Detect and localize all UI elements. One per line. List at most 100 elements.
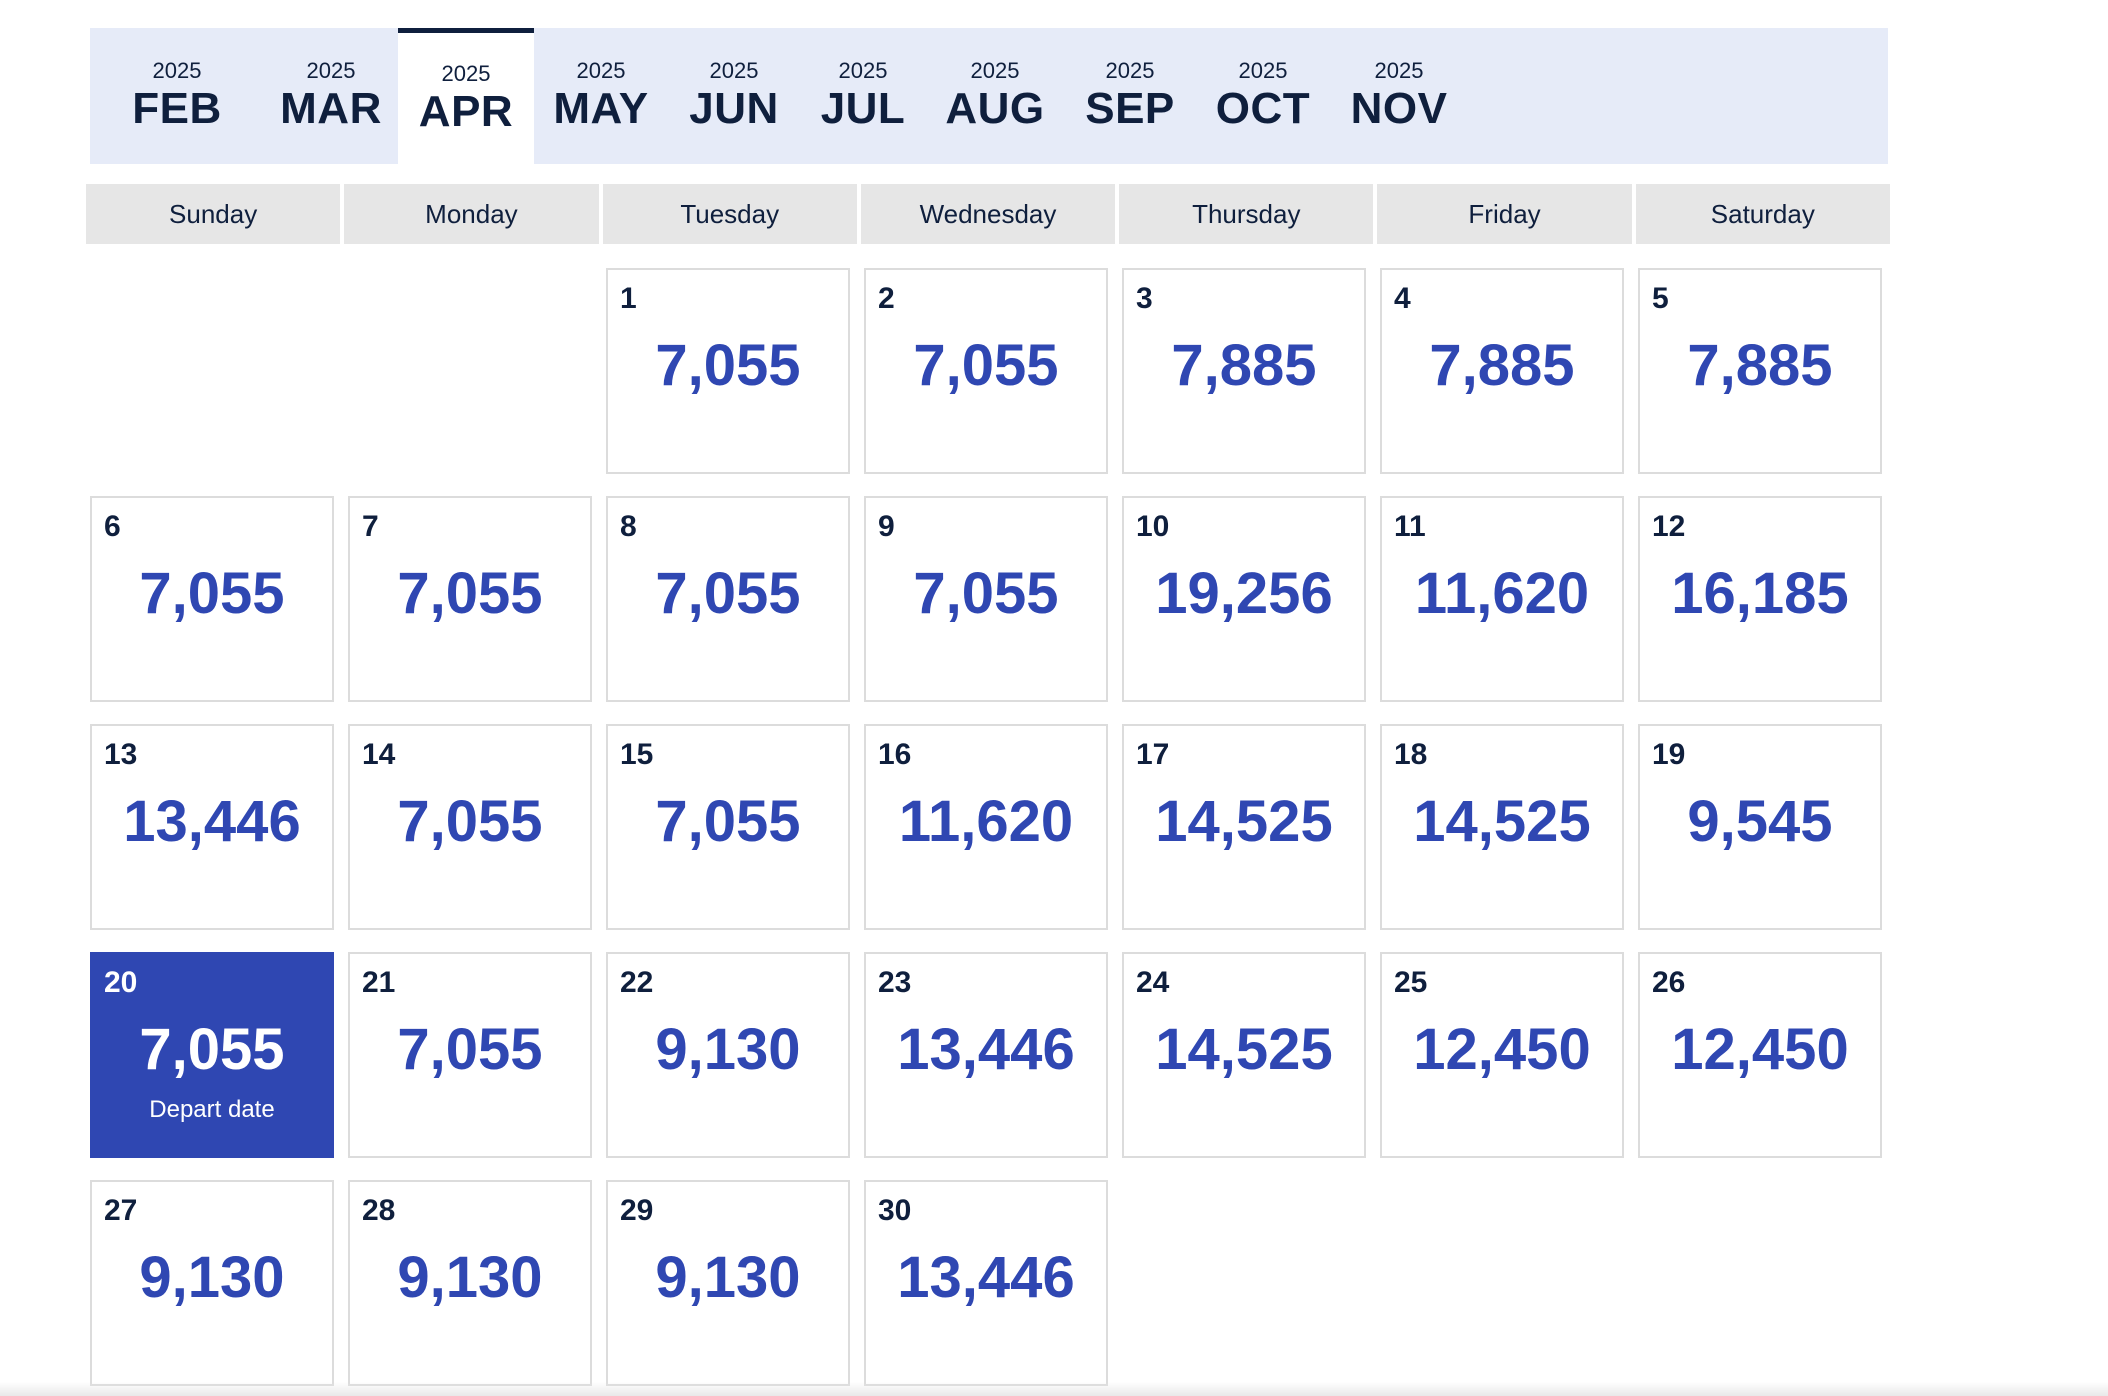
day-price: 7,055 bbox=[397, 1017, 543, 1082]
day-price: 14,525 bbox=[1155, 789, 1333, 854]
day-price: 7,885 bbox=[1429, 333, 1575, 398]
day-cell[interactable]: 18 14,525 bbox=[1380, 724, 1624, 930]
day-cell[interactable]: 12 16,185 bbox=[1638, 496, 1882, 702]
day-cell[interactable]: 27 9,130 bbox=[90, 1180, 334, 1386]
day-price: 7,055 bbox=[139, 1017, 285, 1082]
day-cell[interactable]: 3 7,885 bbox=[1122, 268, 1366, 474]
month-year: 2025 bbox=[1238, 58, 1288, 83]
day-price: 7,055 bbox=[913, 561, 1059, 626]
day-cell[interactable]: 7 7,055 bbox=[348, 496, 592, 702]
month-year: 2025 bbox=[306, 58, 356, 83]
bottom-scroll-shadow bbox=[0, 1382, 2108, 1396]
day-price: 11,620 bbox=[898, 789, 1074, 854]
tab-nov[interactable]: 2025 NOV bbox=[1330, 28, 1468, 164]
month-name: MAY bbox=[553, 84, 649, 133]
tab-jul[interactable]: 2025 JUL bbox=[800, 28, 926, 164]
day-price: 14,525 bbox=[1155, 1017, 1333, 1082]
weekday-thursday: Thursday bbox=[1119, 184, 1374, 244]
day-number: 11 bbox=[1394, 510, 1426, 543]
day-price: 7,055 bbox=[397, 789, 543, 854]
depart-date-label: Depart date bbox=[149, 1096, 275, 1123]
day-number: 9 bbox=[878, 510, 895, 543]
tab-feb[interactable]: 2025 FEB bbox=[90, 28, 264, 164]
day-cell[interactable]: 28 9,130 bbox=[348, 1180, 592, 1386]
day-number: 28 bbox=[362, 1194, 396, 1227]
month-name: JUL bbox=[820, 84, 906, 133]
day-price: 13,446 bbox=[123, 789, 301, 854]
weekday-header: Sunday Monday Tuesday Wednesday Thursday Frid… bbox=[86, 184, 1890, 244]
day-cell[interactable]: 17 14,525 bbox=[1122, 724, 1366, 930]
day-price: 19,256 bbox=[1155, 561, 1333, 626]
day-number: 7 bbox=[362, 510, 379, 543]
empty-day-cell bbox=[348, 268, 592, 474]
month-name: MAR bbox=[280, 84, 382, 133]
weekday-saturday: Saturday bbox=[1635, 184, 1890, 244]
weekday-tuesday: Tuesday bbox=[602, 184, 857, 244]
day-number: 3 bbox=[1136, 282, 1153, 315]
day-cell[interactable]: 29 9,130 bbox=[606, 1180, 850, 1386]
month-name: NOV bbox=[1350, 84, 1448, 133]
month-tabs: 2025 FEB 2025 MAR 2025 APR 2025 MAY 2025 JUN 2025 J… bbox=[90, 28, 1888, 164]
day-cell[interactable]: 16 11,620 bbox=[864, 724, 1108, 930]
day-number: 1 bbox=[620, 282, 637, 315]
day-number: 25 bbox=[1394, 966, 1428, 999]
day-cell[interactable]: 23 13,446 bbox=[864, 952, 1108, 1158]
day-number: 6 bbox=[104, 510, 121, 543]
day-cell[interactable]: 25 12,450 bbox=[1380, 952, 1624, 1158]
weekday-friday: Friday bbox=[1377, 184, 1632, 244]
day-number: 26 bbox=[1652, 966, 1686, 999]
tab-mar[interactable]: 2025 MAR bbox=[264, 28, 398, 164]
day-number: 8 bbox=[620, 510, 637, 543]
day-cell[interactable]: 4 7,885 bbox=[1380, 268, 1624, 474]
day-cell[interactable]: 14 7,055 bbox=[348, 724, 592, 930]
day-price: 7,885 bbox=[1171, 333, 1317, 398]
day-price: 7,055 bbox=[655, 333, 801, 398]
month-year: 2025 bbox=[576, 58, 626, 83]
day-number: 2 bbox=[878, 282, 895, 315]
day-number: 17 bbox=[1136, 738, 1170, 771]
day-cell[interactable]: 15 7,055 bbox=[606, 724, 850, 930]
month-year: 2025 bbox=[838, 58, 888, 83]
day-number: 24 bbox=[1136, 966, 1170, 999]
day-cell[interactable]: 6 7,055 bbox=[90, 496, 334, 702]
day-cell[interactable]: 26 12,450 bbox=[1638, 952, 1882, 1158]
month-year: 2025 bbox=[970, 58, 1020, 83]
day-price: 7,055 bbox=[655, 561, 801, 626]
day-number: 29 bbox=[620, 1194, 654, 1227]
day-cell[interactable]: 13 13,446 bbox=[90, 724, 334, 930]
tab-apr[interactable]: 2025 APR bbox=[398, 28, 534, 164]
day-cell[interactable]: 1 7,055 bbox=[606, 268, 850, 474]
day-cell[interactable]: 5 7,885 bbox=[1638, 268, 1882, 474]
day-price: 7,055 bbox=[139, 561, 285, 626]
tab-aug[interactable]: 2025 AUG bbox=[926, 28, 1064, 164]
day-cell[interactable]: 19 9,545 bbox=[1638, 724, 1882, 930]
month-year: 2025 bbox=[1105, 58, 1155, 83]
day-cell[interactable]: 10 19,256 bbox=[1122, 496, 1366, 702]
day-number: 12 bbox=[1652, 510, 1686, 543]
day-price: 7,885 bbox=[1687, 333, 1833, 398]
month-year: 2025 bbox=[441, 60, 491, 86]
day-price: 11,620 bbox=[1414, 561, 1590, 626]
day-cell-selected[interactable]: 20 7,055 Depart date bbox=[90, 952, 334, 1158]
day-cell[interactable]: 2 7,055 bbox=[864, 268, 1108, 474]
weekday-wednesday: Wednesday bbox=[860, 184, 1116, 244]
day-cell[interactable]: 9 7,055 bbox=[864, 496, 1108, 702]
day-number: 10 bbox=[1136, 510, 1170, 543]
day-cell[interactable]: 22 9,130 bbox=[606, 952, 850, 1158]
month-name: APR bbox=[418, 86, 514, 136]
weekday-monday: Monday bbox=[344, 184, 599, 244]
day-price: 13,446 bbox=[897, 1245, 1075, 1310]
tab-may[interactable]: 2025 MAY bbox=[534, 28, 668, 164]
day-number: 21 bbox=[362, 966, 396, 999]
tab-oct[interactable]: 2025 OCT bbox=[1196, 28, 1330, 164]
day-cell[interactable]: 8 7,055 bbox=[606, 496, 850, 702]
tab-sep[interactable]: 2025 SEP bbox=[1064, 28, 1196, 164]
month-name: SEP bbox=[1085, 84, 1175, 133]
day-cell[interactable]: 21 7,055 bbox=[348, 952, 592, 1158]
month-name: FEB bbox=[132, 84, 222, 133]
day-cell[interactable]: 24 14,525 bbox=[1122, 952, 1366, 1158]
tab-jun[interactable]: 2025 JUN bbox=[668, 28, 800, 164]
empty-day-cell bbox=[90, 268, 334, 474]
day-cell[interactable]: 11 11,620 bbox=[1380, 496, 1624, 702]
day-cell[interactable]: 30 13,446 bbox=[864, 1180, 1108, 1386]
